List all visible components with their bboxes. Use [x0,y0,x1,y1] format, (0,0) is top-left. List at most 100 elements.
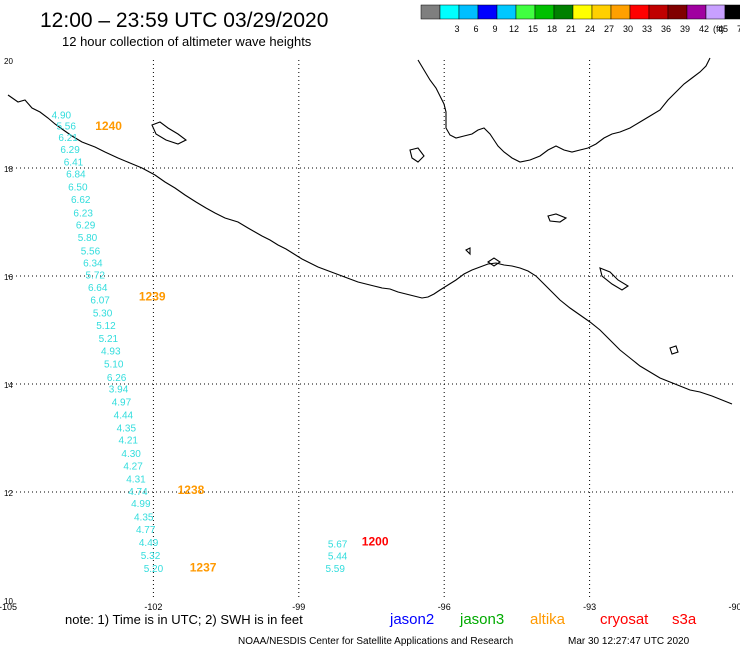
longitude-tick-label: -90 [728,602,740,612]
wave-height-reading: 4.74 [128,487,148,498]
legend-swatch [515,4,536,20]
mission-label-cryosat: cryosat [600,611,649,628]
wave-height-reading: 6.62 [71,195,91,206]
wave-height-reading: 4.49 [139,538,159,549]
longitude-tick-label: -102 [144,602,162,612]
legend-swatch-label: 15 [528,24,538,34]
wave-height-reading: 5.30 [93,309,113,320]
legend-swatch-label: 39 [680,24,690,34]
latitude-tick-label: 12 [4,489,13,498]
legend-swatch-label: 24 [585,24,595,34]
wave-height-reading: 6.41 [64,157,84,168]
mission-label-s3a: s3a [672,611,697,628]
legend-swatch [610,4,631,20]
island-outline-east [599,267,630,291]
legend-swatch-label: 70 [737,24,740,34]
wave-height-reading: 5.80 [78,233,98,244]
legend-swatch [686,4,707,20]
wave-height-reading: 5.56 [56,122,76,133]
wave-height-reading: 6.26 [107,373,127,384]
wave-height-reading: 5.67 [328,540,348,551]
wave-height-reading: 6.34 [83,258,103,269]
mission-label-jason2: jason2 [389,611,434,628]
legend-swatch-label: 33 [642,24,652,34]
pass-time-label: 1240 [95,119,122,133]
wave-height-reading: 4.90 [52,110,72,121]
page-subtitle: 12 hour collection of altimeter wave hei… [62,34,312,49]
altimeter-tracks: 4.905.566.216.296.416.846.506.626.236.29… [52,110,348,575]
wave-height-reading: 5.56 [81,246,101,257]
wave-height-reading: 4.44 [114,411,134,422]
longitude-tick-label: -93 [583,602,596,612]
legend-swatch-label: 9 [492,24,497,34]
wave-height-reading: 4.99 [131,499,151,510]
legend-swatch [534,4,555,20]
wave-height-reading: 5.72 [86,271,106,282]
wave-height-reading: 6.23 [73,209,93,220]
legend-swatch-label: 6 [473,24,478,34]
wave-height-reading: 5.21 [99,334,119,345]
small-island-4 [669,345,679,355]
legend-swatch-label: 3 [454,24,459,34]
legend-unit-label: (ft) [713,24,724,34]
mission-label-jason3: jason3 [459,611,504,628]
footer-timestamp: Mar 30 12:27:47 UTC 2020 [568,636,690,647]
longitude-tick-label: -96 [438,602,451,612]
wave-height-reading: 5.44 [328,552,348,563]
longitude-tick-label: -99 [292,602,305,612]
pass-time-label: 1239 [139,289,166,303]
wave-height-reading: 4.31 [126,474,146,485]
wave-height-reading: 4.35 [117,424,137,435]
wave-height-reading: 6.64 [88,283,108,294]
wave-height-reading: 5.32 [141,551,161,562]
legend-swatch-label: 30 [623,24,633,34]
latitude-tick-label: 20 [4,57,13,66]
latitude-tick-label: 16 [4,273,13,282]
wave-height-color-legend: 36912151821242730333639424570 [420,4,740,34]
wave-height-reading: 4.27 [123,461,143,472]
legend-swatch-label: 45 [718,24,728,34]
wave-height-reading: 6.21 [58,133,78,144]
legend-swatch [648,4,669,20]
legend-swatch-label: 12 [509,24,519,34]
legend-swatch [553,4,574,20]
small-island-2 [487,257,501,267]
legend-swatch-label: 36 [661,24,671,34]
wave-height-reading: 4.97 [112,398,132,409]
legend-swatch [572,4,593,20]
wave-height-reading: 4.35 [134,513,154,524]
pass-time-labels: 1240 1239 1238 1237 1200 [95,119,389,574]
longitude-tick-label: -105 [0,602,17,612]
mission-legend: jason2 jason3 altika cryosat s3a [389,611,697,628]
island-outline [151,121,188,145]
coastline-gulf [417,57,711,163]
legend-swatch-label: 21 [566,24,576,34]
legend-swatch-label: 27 [604,24,614,34]
legend-swatch-label: 18 [547,24,557,34]
wave-height-reading: 5.20 [144,564,164,575]
wave-height-reading: 4.93 [101,346,121,357]
latitude-tick-label: 10 [4,597,13,606]
wave-height-reading: 3.94 [109,385,129,396]
wave-height-reading: 4.30 [121,449,141,460]
legend-swatch [420,4,441,20]
legend-swatch [477,4,498,20]
coastline [7,57,733,405]
latitude-tick-label: 14 [4,381,13,390]
pass-time-label: 1200 [362,534,389,548]
wave-height-reading: 4.21 [119,435,139,446]
footer-credit: NOAA/NESDIS Center for Satellite Applica… [238,636,513,647]
wave-height-reading: 6.84 [66,170,86,181]
wave-height-reading: 4.77 [136,525,156,536]
wave-height-reading: 6.29 [60,145,80,156]
small-island [547,213,568,223]
legend-swatch [667,4,688,20]
legend-swatch-label: 42 [699,24,709,34]
pass-time-label: 1237 [190,560,217,574]
legend-swatch [629,4,650,20]
legend-swatch [496,4,517,20]
legend-swatch [705,4,726,20]
wave-height-reading: 6.29 [76,220,96,231]
map-area: 4.905.566.216.296.416.846.506.626.236.29… [0,57,740,612]
